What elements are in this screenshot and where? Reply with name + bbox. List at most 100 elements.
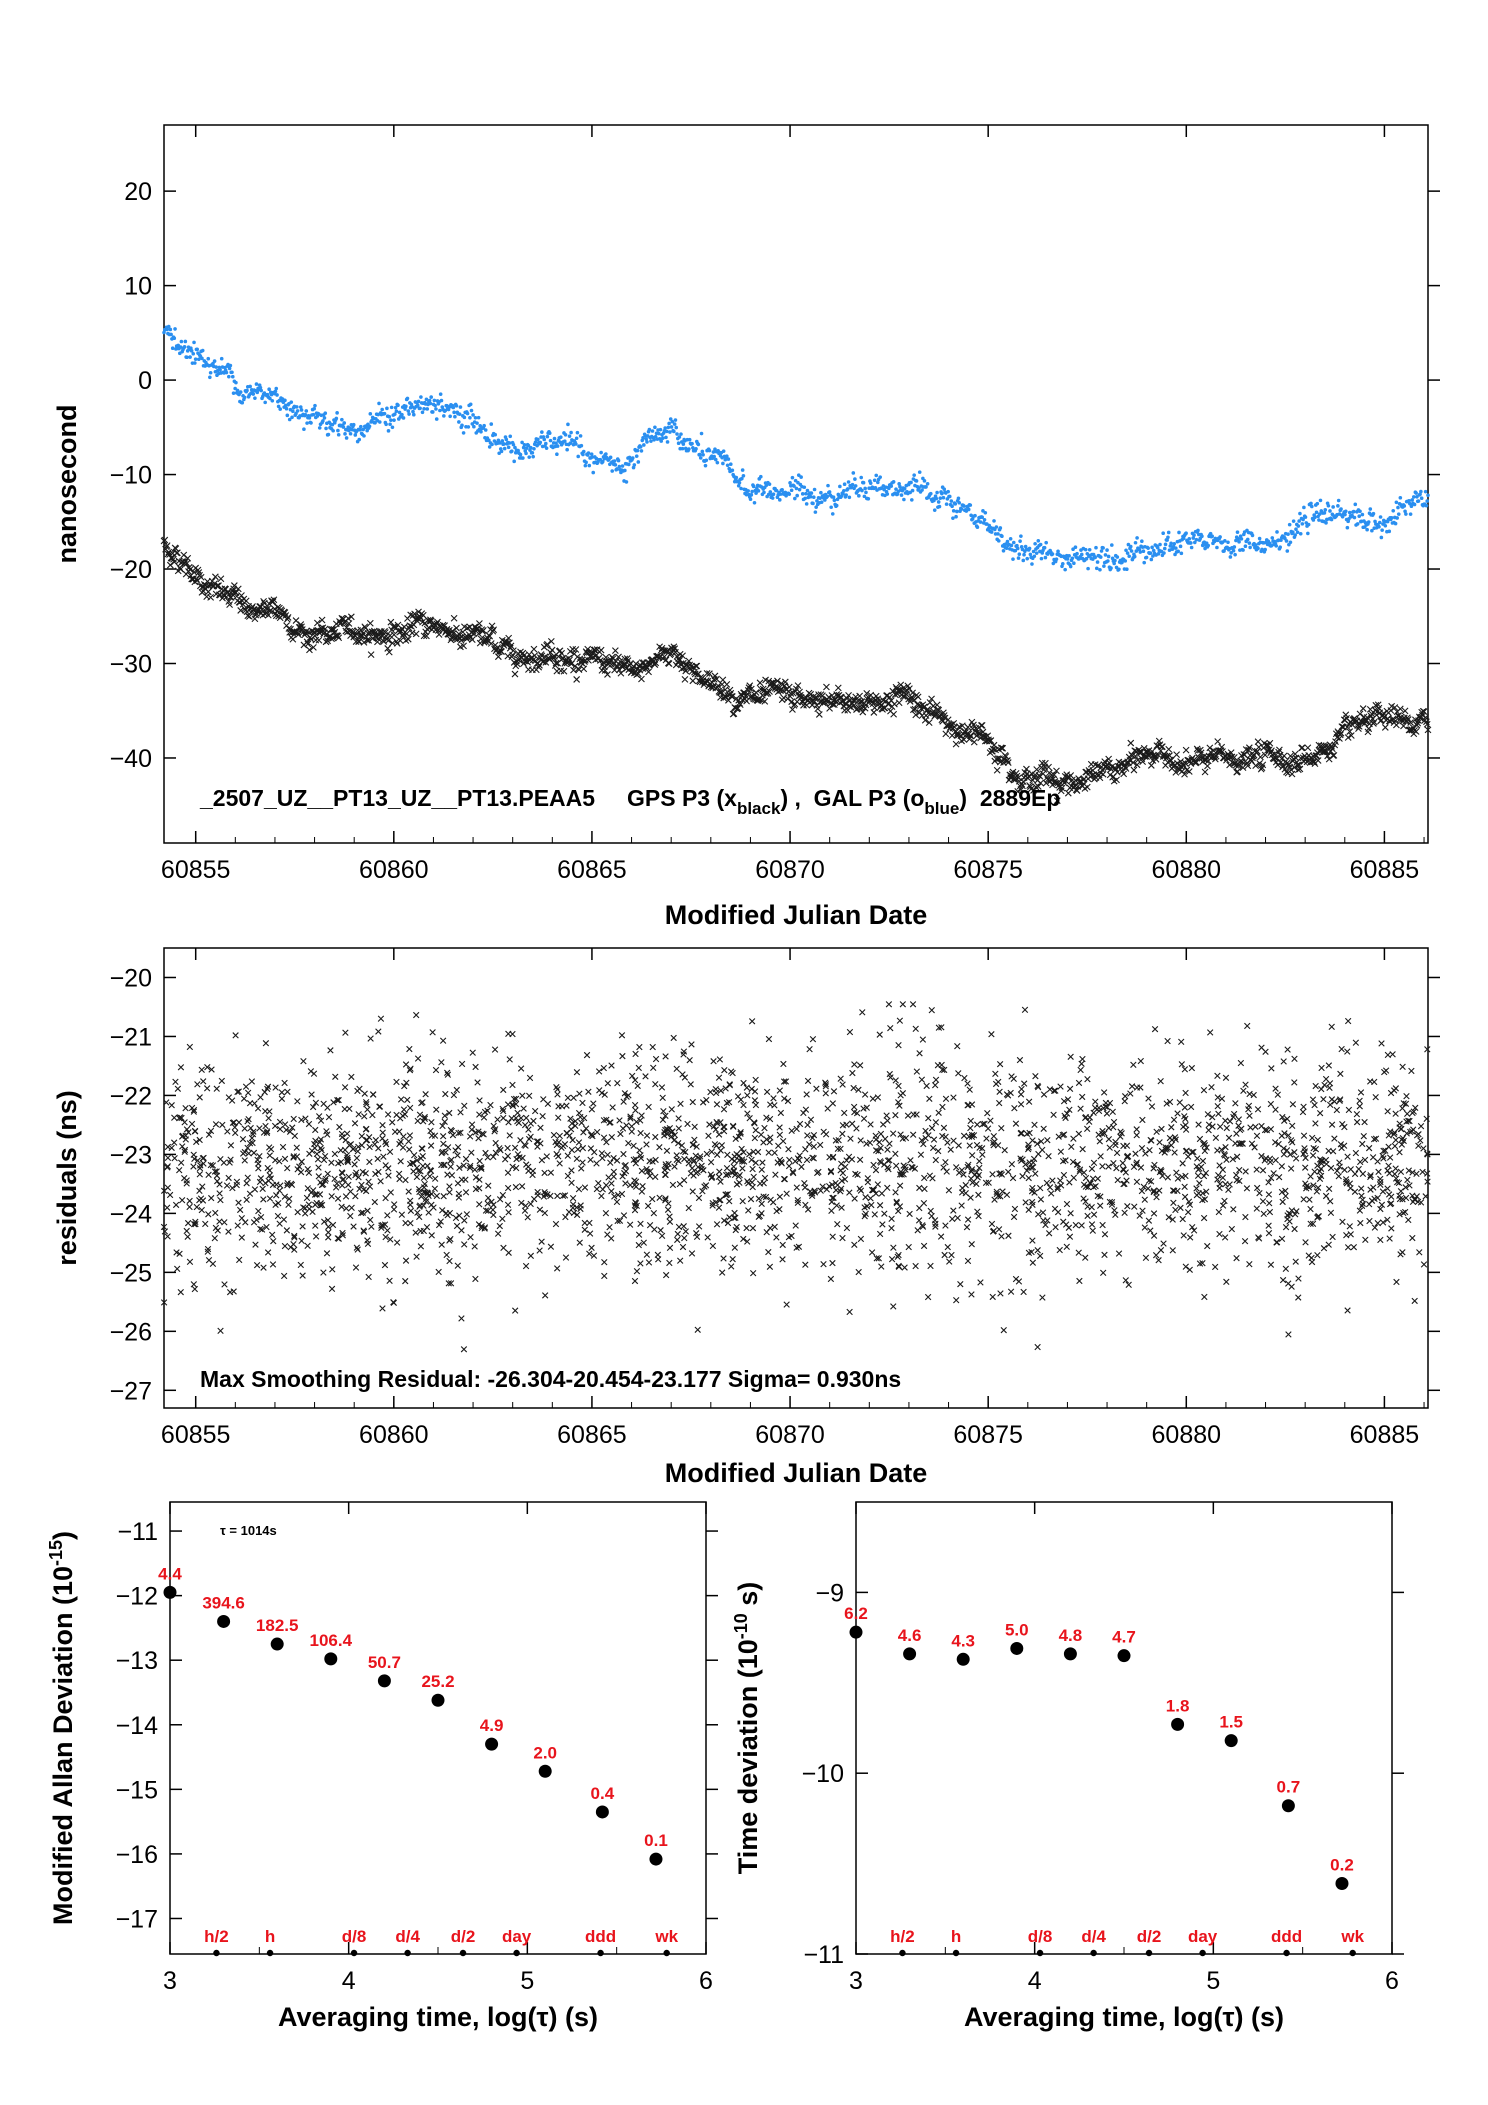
data-point-x <box>535 663 543 671</box>
data-point-o <box>591 470 596 475</box>
data-point-o <box>826 483 830 488</box>
data-point-x <box>1291 1079 1298 1086</box>
data-point-x <box>760 1179 767 1187</box>
data-point-x <box>467 1234 474 1241</box>
data-point-x <box>825 693 833 701</box>
data-point-x <box>815 711 823 718</box>
data-point-x <box>273 1192 280 1199</box>
data-point-o <box>794 486 799 491</box>
data-point-x <box>1040 1125 1047 1132</box>
data-point-o <box>1093 555 1098 560</box>
data-point-o <box>438 408 442 413</box>
data-point-x <box>183 1180 190 1187</box>
data-point-x <box>600 1064 607 1072</box>
data-point-x <box>345 1181 352 1189</box>
data-point-o <box>819 500 824 504</box>
data-point-x <box>643 1141 650 1148</box>
data-point-o <box>1149 557 1154 562</box>
data-point-x <box>961 1074 968 1082</box>
data-point-o <box>741 473 746 478</box>
data-point-o <box>1235 530 1240 534</box>
data-point-x <box>186 1258 194 1265</box>
data-point-x <box>1279 1276 1287 1284</box>
data-point-o <box>1404 512 1408 516</box>
data-point-x <box>334 632 342 640</box>
data-point-o <box>1030 562 1034 566</box>
data-point-o <box>1065 557 1070 561</box>
data-point-x <box>620 1150 627 1158</box>
data-point-x <box>681 675 689 683</box>
data-point-x <box>1262 1048 1269 1055</box>
data-point-o <box>531 454 535 459</box>
data-point-x <box>1011 1104 1018 1112</box>
data-point-o <box>1411 495 1416 499</box>
data-point-x <box>829 1100 837 1107</box>
data-point-x <box>371 1198 378 1206</box>
data-point-o <box>1366 520 1371 524</box>
data-point-x <box>785 683 793 691</box>
data-point-x <box>396 637 404 644</box>
data-point-x <box>294 631 302 639</box>
data-point-x <box>1184 1208 1192 1216</box>
data-point-x <box>994 755 1002 763</box>
data-point-o <box>1424 503 1429 508</box>
data-point-x <box>517 1137 524 1144</box>
data-point-x <box>1145 1217 1153 1224</box>
data-point-o <box>703 463 708 468</box>
data-point-x <box>777 680 785 687</box>
data-point-x <box>366 1143 373 1151</box>
data-point-x <box>691 1136 698 1143</box>
data-point-x <box>983 1135 990 1142</box>
data-point-o <box>471 413 475 417</box>
data-point-x <box>1021 1080 1028 1087</box>
data-point-x <box>775 1142 782 1150</box>
data-point-x <box>1103 1110 1111 1117</box>
data-point-x <box>1179 1215 1186 1223</box>
data-point-x <box>284 1165 291 1172</box>
data-point-x <box>514 1109 521 1117</box>
data-point-o <box>652 437 656 442</box>
data-point-x <box>694 670 702 678</box>
data-point-x <box>973 1141 981 1149</box>
data-point-o <box>344 436 349 440</box>
data-point-x <box>856 1156 864 1163</box>
data-point-o <box>566 422 570 427</box>
data-point-o <box>1343 512 1347 517</box>
data-point-o <box>214 365 218 369</box>
data-point-o <box>1011 557 1015 561</box>
data-point-x <box>351 1120 359 1127</box>
data-point-o <box>304 409 309 413</box>
data-point-o <box>508 434 513 439</box>
data-point-x <box>631 1277 639 1285</box>
data-point-o <box>401 416 406 420</box>
data-point-x <box>379 1129 386 1136</box>
data-point-x <box>1391 1142 1399 1150</box>
data-point-x <box>970 721 977 729</box>
data-point-x <box>488 622 496 630</box>
data-point-o <box>737 480 742 485</box>
data-point-o <box>857 494 861 498</box>
data-point-x <box>299 1223 306 1230</box>
data-point-x <box>479 626 487 634</box>
data-point-x <box>1084 1212 1091 1220</box>
data-point-x <box>1196 1135 1204 1143</box>
data-point-x <box>962 1181 969 1189</box>
data-point-o <box>430 410 435 414</box>
data-point-o <box>1115 555 1120 559</box>
data-point-o <box>1135 536 1139 540</box>
data-point-x <box>1088 1165 1096 1173</box>
data-point-x <box>652 1173 659 1181</box>
data-point-o <box>270 398 275 403</box>
data-point-x <box>168 1144 175 1152</box>
data-point-x <box>377 1178 384 1185</box>
data-point-x <box>1064 789 1072 797</box>
data-point-o <box>1070 556 1075 561</box>
data-point-x <box>749 1165 756 1173</box>
data-point-x <box>404 635 412 643</box>
data-point-o <box>1295 530 1300 535</box>
data-point-x <box>1018 1085 1025 1093</box>
data-point-x <box>585 1088 592 1095</box>
data-point-o <box>1206 543 1211 548</box>
data-point-x <box>1063 1200 1071 1208</box>
data-point-x <box>1369 1154 1377 1161</box>
